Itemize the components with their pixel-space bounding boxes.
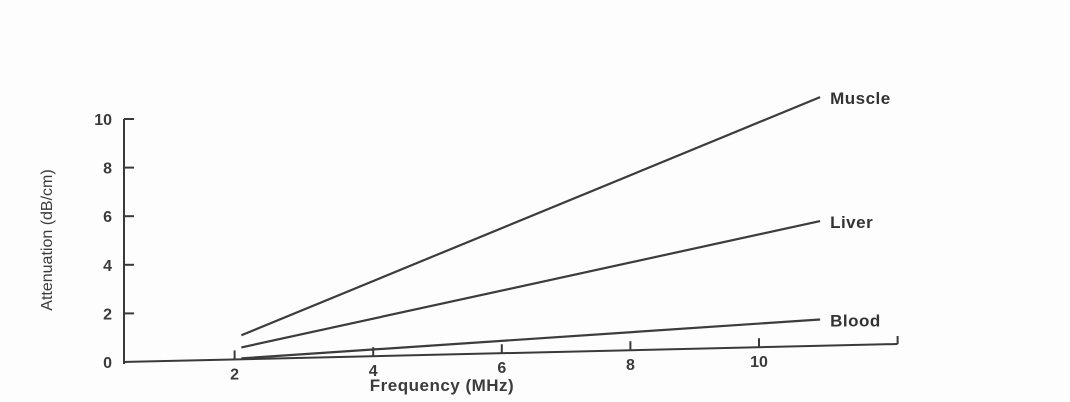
series-label-liver: Liver	[830, 213, 873, 232]
y-tick-label: 2	[103, 306, 112, 323]
series-lines	[240, 96, 821, 360]
x-ticks: 2 4 6 8 10	[230, 338, 768, 383]
x-tick-label: 8	[626, 357, 635, 374]
x-tick-label: 2	[230, 366, 239, 383]
x-tick-label: 6	[497, 360, 506, 377]
x-tick-label: 10	[750, 354, 768, 371]
y-tick-label: 6	[103, 209, 112, 226]
y-tick-label: 10	[94, 112, 112, 129]
series-labels: Muscle Liver Blood	[830, 89, 891, 330]
series-label-muscle: Muscle	[830, 89, 891, 108]
series-label-blood: Blood	[830, 311, 881, 330]
x-axis-title: Frequency (MHz)	[370, 376, 514, 395]
x-axis	[123, 343, 898, 363]
y-tick-label: 8	[103, 161, 112, 178]
x-tick-label: 4	[369, 363, 378, 380]
axes	[123, 119, 899, 364]
y-tick-label: 0	[103, 355, 112, 372]
series-line-blood	[241, 318, 821, 360]
y-tick-label: 4	[103, 258, 112, 275]
y-ticks: 0 2 4 6 8 10	[94, 112, 134, 372]
series-line-liver	[241, 219, 821, 349]
series-line-muscle	[240, 96, 821, 337]
y-axis-title: Attenuation (dB/cm)	[39, 169, 56, 310]
